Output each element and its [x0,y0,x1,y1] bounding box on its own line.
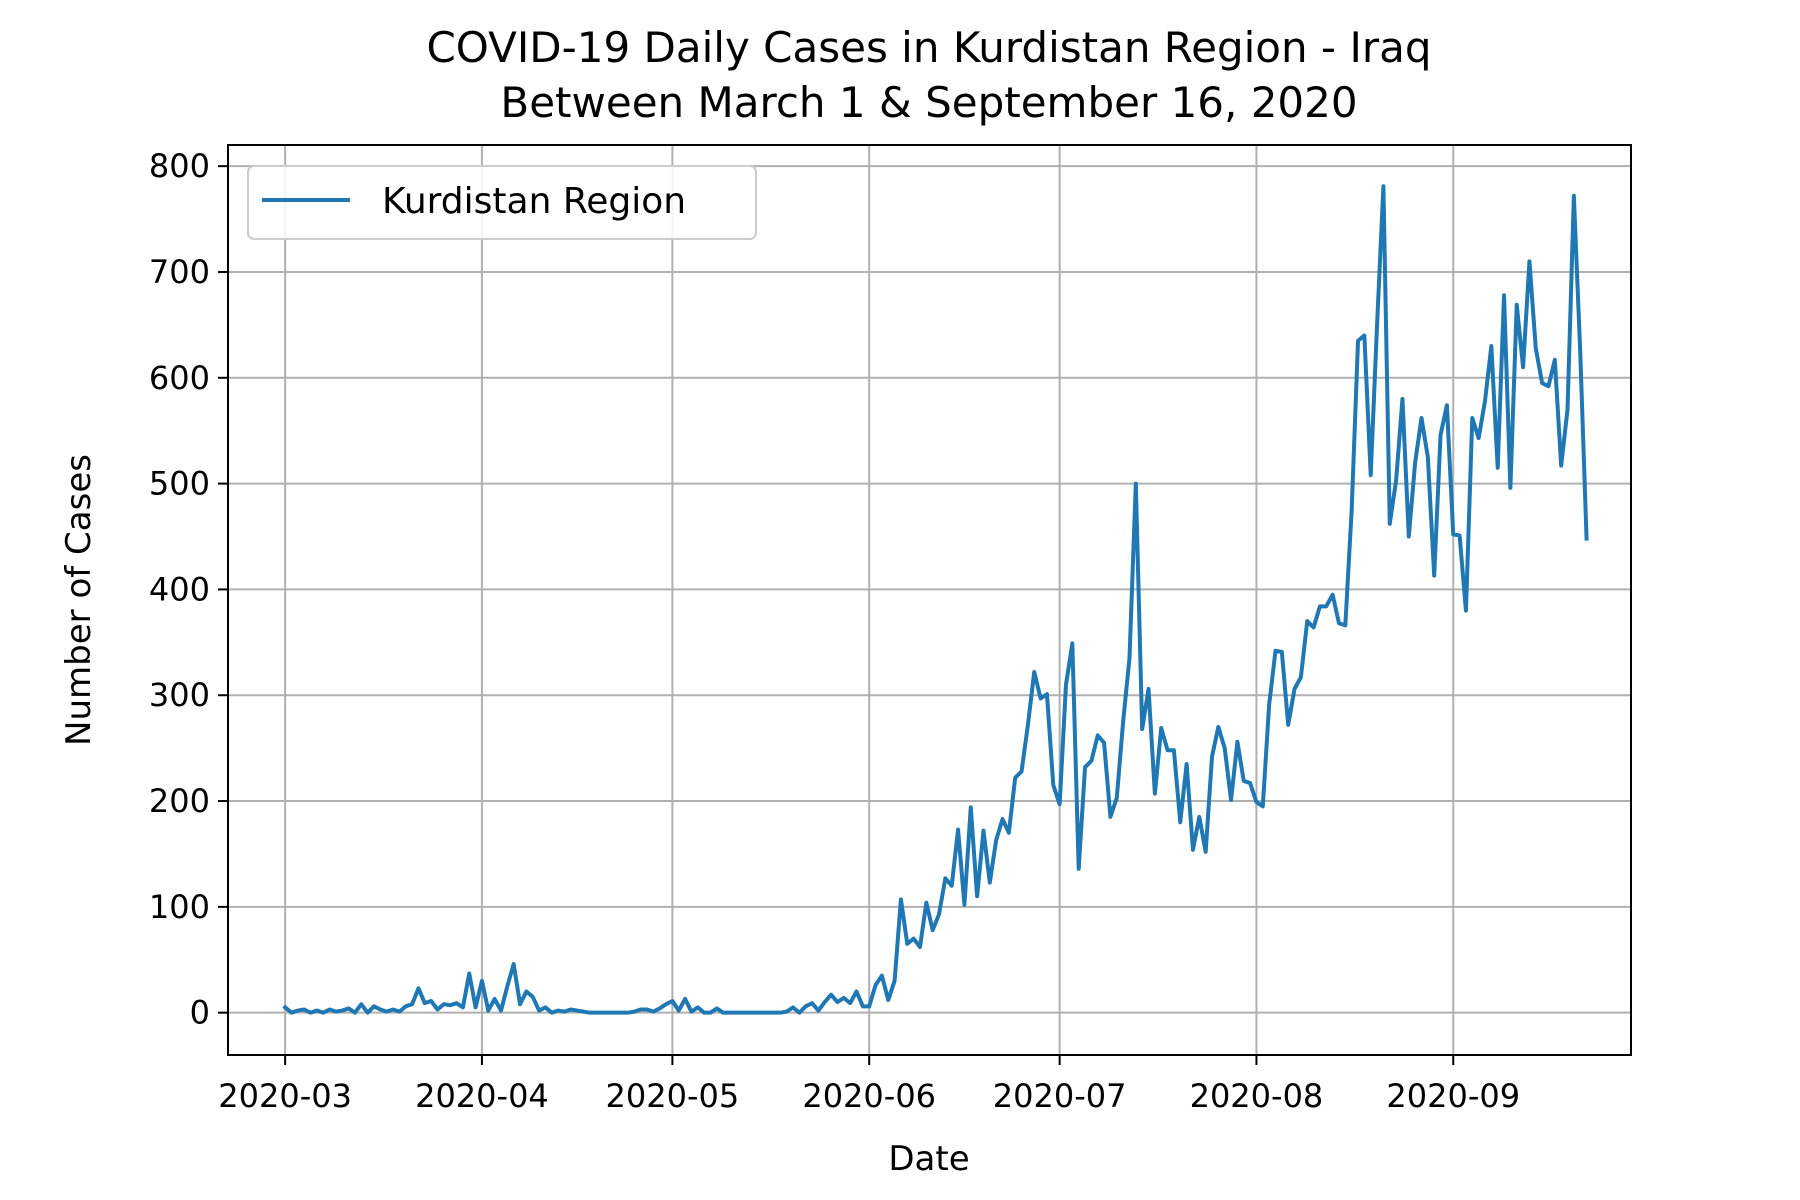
chart-subtitle: Between March 1 & September 16, 2020 [500,78,1357,127]
y-tick-label: 0 [190,994,210,1032]
x-tick-label: 2020-07 [993,1077,1127,1115]
y-tick-label: 200 [149,782,210,820]
series-group [282,184,1589,1015]
legend-entry: Kurdistan Region [382,181,686,222]
axis-ticks: 2020-03 2020-04 2020-05 2020-06 2020-07 2020-… [149,147,1520,1115]
y-tick-label: 500 [149,465,210,503]
y-tick-label: 700 [149,253,210,291]
legend: Kurdistan Region [247,165,757,240]
x-tick-label: 2020-05 [606,1077,740,1115]
plot-frame [227,144,1632,1056]
y-tick-label: 800 [149,147,210,185]
legend-box [247,165,757,240]
chart-title: COVID-19 Daily Cases in Kurdistan Region… [426,23,1431,72]
grid-lines [228,145,1631,1055]
y-tick-label: 300 [149,676,210,714]
x-tick-label: 2020-08 [1190,1077,1324,1115]
x-tick-label: 2020-03 [218,1077,352,1115]
x-tick-label: 2020-04 [415,1077,549,1115]
x-tick-label: 2020-06 [802,1077,936,1115]
y-tick-label: 600 [149,359,210,397]
x-tick-label: 2020-09 [1386,1077,1520,1115]
y-tick-label: 100 [149,888,210,926]
y-tick-label: 400 [149,570,210,608]
y-axis-label: Number of Cases [59,454,99,746]
series-line-kurdistan-region [282,184,1589,1015]
x-axis-label: Date [888,1139,969,1179]
